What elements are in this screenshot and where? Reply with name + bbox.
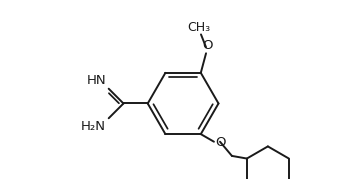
Text: O: O xyxy=(202,39,213,52)
Text: H₂N: H₂N xyxy=(81,120,106,133)
Text: CH₃: CH₃ xyxy=(188,21,211,34)
Text: HN: HN xyxy=(86,74,106,87)
Text: O: O xyxy=(216,136,226,149)
